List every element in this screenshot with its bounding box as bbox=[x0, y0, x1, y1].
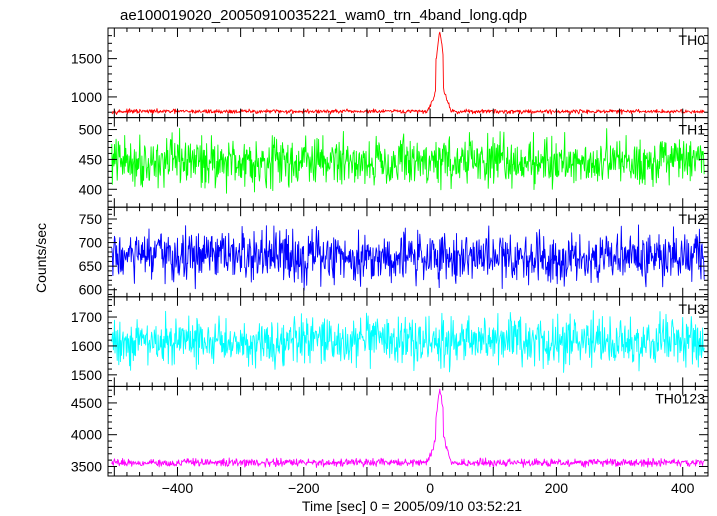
series-label-th0123: TH0123 bbox=[655, 390, 705, 406]
x-tick-label: 200 bbox=[545, 480, 569, 496]
x-tick-label: −400 bbox=[162, 480, 194, 496]
panel-frame bbox=[107, 27, 709, 119]
y-tick-label: 1500 bbox=[71, 51, 102, 67]
series-th2 bbox=[111, 224, 705, 291]
y-tick-label: 650 bbox=[79, 258, 103, 274]
series-label-th3: TH3 bbox=[679, 301, 706, 317]
y-tick-label: 1600 bbox=[71, 338, 102, 354]
y-tick-label: 700 bbox=[79, 235, 103, 251]
y-tick-label: 1500 bbox=[71, 367, 102, 383]
y-tick-label: 4000 bbox=[71, 427, 102, 443]
y-tick-label: 600 bbox=[79, 282, 103, 298]
panels-group: 1000 1500 TH0 400 450 500 TH1 600 650 700 750 TH2 15… bbox=[71, 27, 709, 496]
y-tick-label: 1700 bbox=[71, 309, 102, 325]
x-tick-label: 0 bbox=[426, 480, 434, 496]
x-axis-label: Time [sec] 0 = 2005/09/10 03:52:21 bbox=[302, 498, 522, 514]
series-label-th2: TH2 bbox=[679, 211, 706, 227]
series-th1 bbox=[111, 127, 705, 194]
panel-th0123: 3500 4000 4500 TH0123 bbox=[71, 385, 709, 477]
panel-th3: 1500 1600 1700 TH3 bbox=[71, 296, 709, 387]
panel-th1: 400 450 500 TH1 bbox=[79, 117, 709, 208]
series-label-th0: TH0 bbox=[679, 32, 706, 48]
series-th3 bbox=[111, 310, 705, 373]
series-th0123 bbox=[111, 388, 705, 468]
series-label-th1: TH1 bbox=[679, 122, 706, 138]
y-axis-label: Counts/sec bbox=[33, 223, 49, 293]
y-tick-label: 3500 bbox=[71, 458, 102, 474]
chart-title: ae100019020_20050910035221_wam0_trn_4ban… bbox=[120, 7, 527, 24]
x-tick-label: −200 bbox=[288, 480, 320, 496]
x-tick-label: 400 bbox=[671, 480, 695, 496]
panel-th0: 1000 1500 TH0 bbox=[71, 27, 709, 119]
series-th0 bbox=[111, 31, 705, 115]
y-tick-label: 750 bbox=[79, 211, 103, 227]
panel-th2: 600 650 700 750 TH2 bbox=[79, 206, 709, 298]
y-tick-label: 4500 bbox=[71, 395, 102, 411]
y-tick-label: 1000 bbox=[71, 89, 102, 105]
y-tick-label: 500 bbox=[79, 122, 103, 138]
y-tick-label: 450 bbox=[79, 151, 103, 167]
panel-frame bbox=[107, 385, 709, 477]
y-tick-label: 400 bbox=[79, 181, 103, 197]
